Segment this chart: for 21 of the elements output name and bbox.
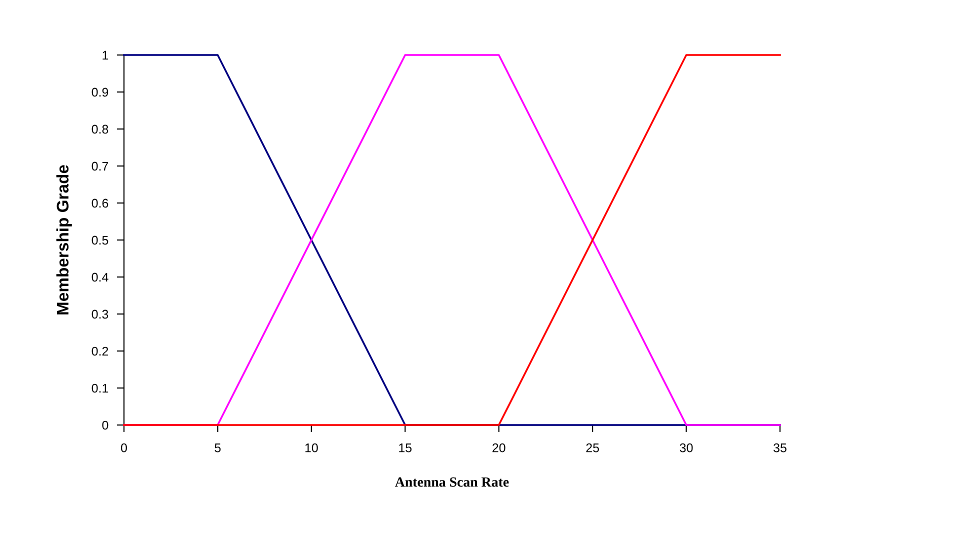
x-tick-label: 10 [305, 443, 318, 452]
x-tick-label: 35 [774, 443, 786, 452]
x-tick-label: 0 [120, 443, 127, 452]
y-axis-title: Membership Grade [56, 165, 72, 314]
x-tick-label: 5 [214, 444, 221, 452]
y-tick-label: 0.4 [92, 272, 108, 282]
y-tick-label: 0.5 [92, 236, 108, 245]
x-tick-label: 20 [492, 443, 506, 452]
x-tick-label: 25 [586, 443, 599, 452]
y-tick-label: 0.6 [92, 198, 108, 208]
y-tick-label: 0.8 [92, 124, 108, 134]
x-axis-title: Antenna Scan Rate [395, 477, 509, 487]
x-tick-label: 15 [399, 444, 412, 452]
y-tick-label: 0.1 [92, 384, 108, 393]
y-tick-label: 1 [102, 50, 108, 60]
x-tick-label: 30 [680, 443, 693, 452]
y-tick-label: 0.9 [92, 88, 108, 97]
y-tick-label: 0.3 [92, 310, 108, 319]
y-tick-label: 0.2 [92, 346, 108, 356]
y-tick-label: 0 [102, 420, 108, 430]
y-tick-label: 0.7 [92, 162, 108, 171]
